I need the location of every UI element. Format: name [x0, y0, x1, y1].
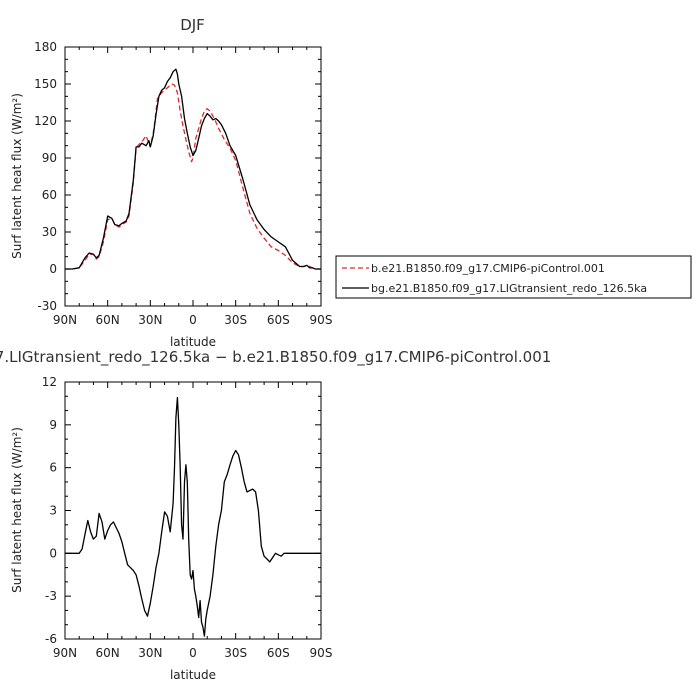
bottom-panel-xtick-label: 30N — [138, 646, 162, 660]
top-panel-xtick-label: 90S — [310, 313, 333, 327]
top-panel-ytick-label: 0 — [49, 262, 57, 276]
top-panel-ytick-label: 150 — [34, 77, 57, 91]
top-panel-ylabel: Surf latent heat flux (W/m²) — [10, 93, 24, 259]
top-panel-xtick-label: 30S — [224, 313, 247, 327]
legend-label-1: bg.e21.B1850.f09_g17.LIGtransient_redo_1… — [371, 282, 647, 295]
bottom-panel-xtick-label: 0 — [189, 646, 197, 660]
top-panel-ytick-label: 180 — [34, 40, 57, 54]
top-panel: DJF 90N 60N 30N 0 30S 60S 90S -30 0 30 60 90 120 150 1… — [10, 16, 332, 349]
top-panel-xtick-label: 60S — [267, 313, 290, 327]
bottom-panel-series-line-0 — [65, 397, 321, 637]
top-panel-ytick-label: -30 — [37, 299, 57, 313]
bottom-panel-ytick-label: -3 — [45, 589, 57, 603]
legend-label-0: b.e21.B1850.f09_g17.CMIP6-piControl.001 — [371, 262, 605, 275]
top-panel-title: DJF — [180, 16, 205, 34]
top-panel-ytick-label: 30 — [42, 225, 57, 239]
bottom-panel-ytick-label: 9 — [49, 418, 57, 432]
bottom-panel-xtick-label: 30S — [224, 646, 247, 660]
top-panel-xtick-label: 90N — [53, 313, 77, 327]
top-panel-xtick-label: 0 — [189, 313, 197, 327]
bottom-panel-lines — [65, 397, 321, 637]
top-panel-frame — [64, 46, 322, 307]
bottom-panel-ytick-label: 6 — [49, 461, 57, 475]
top-panel-series-line-0 — [65, 83, 321, 270]
bottom-panel-xtick-label: 60N — [96, 646, 120, 660]
bottom-panel-ylabel: Surf latent heat flux (W/m²) — [10, 427, 24, 593]
bottom-panel-xtick-label: 90S — [310, 646, 333, 660]
bottom-panel-ytick-label: -6 — [45, 632, 57, 646]
legend: b.e21.B1850.f09_g17.CMIP6-piControl.001 … — [335, 255, 692, 299]
top-panel-lines — [65, 68, 321, 270]
top-panel-series-line-1 — [65, 68, 321, 270]
bottom-panel-xtick-label: 90N — [53, 646, 77, 660]
top-panel-xtick-label: 60N — [96, 313, 120, 327]
legend-box — [335, 255, 692, 299]
bottom-panel-axes: 90N 60N 30N 0 30S 60S 90S -6 -3 0 3 6 9 12 — [42, 375, 333, 660]
top-panel-ytick-label: 90 — [42, 151, 57, 165]
bottom-panel: bg.e21.B1850.f09_g17.LIGtransient_redo_1… — [0, 348, 551, 682]
top-panel-axes: 90N 60N 30N 0 30S 60S 90S -30 0 30 60 90 120 150 180 — [34, 40, 332, 327]
bottom-panel-xlabel: latitude — [170, 668, 216, 682]
bottom-panel-xtick-label: 60S — [267, 646, 290, 660]
bottom-panel-frame — [64, 381, 322, 640]
top-panel-xtick-label: 30N — [138, 313, 162, 327]
top-panel-xlabel: latitude — [170, 335, 216, 349]
bottom-panel-title: bg.e21.B1850.f09_g17.LIGtransient_redo_1… — [0, 348, 551, 367]
bottom-panel-ytick-label: 3 — [49, 504, 57, 518]
top-panel-ytick-label: 60 — [42, 188, 57, 202]
bottom-panel-ytick-label: 0 — [49, 546, 57, 560]
bottom-panel-ytick-label: 12 — [42, 375, 57, 389]
top-panel-ytick-label: 120 — [34, 114, 57, 128]
